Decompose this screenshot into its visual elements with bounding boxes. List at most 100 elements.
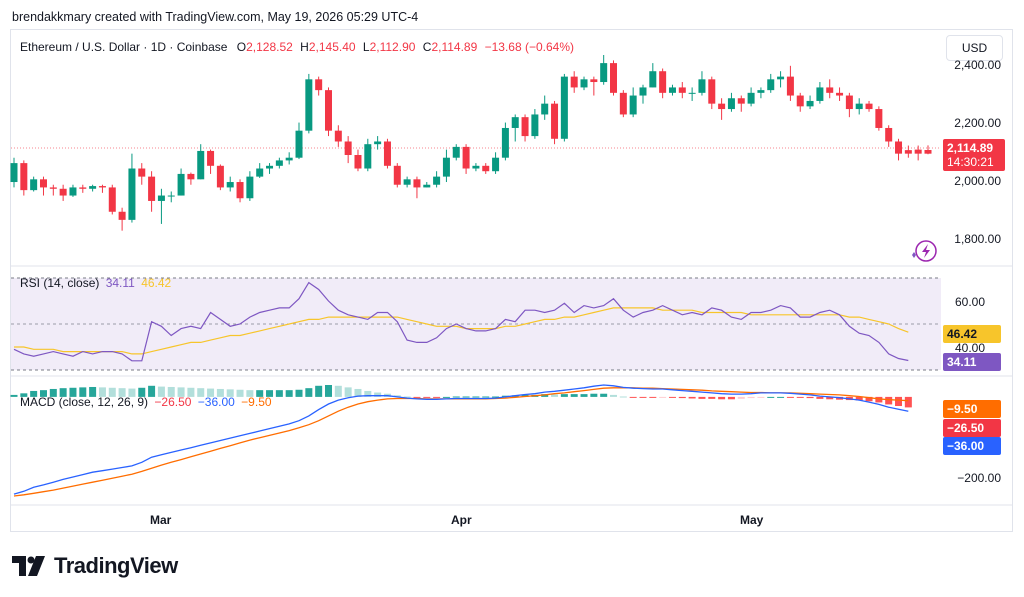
candle-body bbox=[590, 79, 598, 83]
macd-hist-bar bbox=[816, 396, 824, 399]
candle-body bbox=[275, 160, 283, 166]
macd-hist-bar bbox=[826, 396, 834, 400]
candle-body bbox=[531, 114, 539, 137]
candle-body bbox=[89, 186, 97, 189]
price-tick-label: 2,400.00 bbox=[954, 58, 1001, 72]
high-value: 2,145.40 bbox=[308, 40, 356, 54]
candle-body bbox=[148, 176, 156, 201]
close-label: C bbox=[422, 40, 432, 54]
macd-hist-bar bbox=[639, 396, 647, 398]
macd-hist-bar bbox=[737, 396, 745, 399]
macd-hist-bar bbox=[767, 396, 775, 398]
open-label: O bbox=[236, 40, 247, 54]
candle-body bbox=[501, 127, 509, 158]
rsi-tick-label: 40.00 bbox=[954, 341, 985, 355]
macd-hist-bar bbox=[747, 396, 755, 399]
candle-body bbox=[767, 79, 775, 91]
candle-body bbox=[295, 130, 303, 158]
candle-body bbox=[442, 157, 450, 177]
last-price-value: 2,114.89 bbox=[947, 141, 994, 155]
macd-hist-bar bbox=[187, 387, 195, 397]
candle-body bbox=[315, 79, 323, 91]
candle-body bbox=[157, 195, 165, 201]
macd-line bbox=[13, 384, 909, 495]
candle-body bbox=[452, 146, 460, 158]
currency-button[interactable]: USD bbox=[946, 35, 1003, 61]
candle-body bbox=[747, 92, 755, 104]
x-tick-label: Mar bbox=[150, 513, 172, 527]
macd-hist-bar bbox=[659, 396, 667, 398]
macd-hist-bar bbox=[796, 396, 804, 398]
macd-hist-bar bbox=[472, 396, 480, 398]
macd-hist-bar bbox=[344, 387, 352, 397]
macd-hist-bar bbox=[718, 396, 726, 400]
candle-body bbox=[128, 168, 136, 220]
macd-hist-bar bbox=[619, 396, 627, 398]
candle-body bbox=[236, 182, 244, 199]
macd-hist-bar bbox=[452, 396, 460, 398]
symbol-legend: Ethereum / U.S. Dollar · 1D · Coinbase O… bbox=[20, 40, 574, 54]
candle-body bbox=[30, 179, 38, 191]
candle-body bbox=[393, 165, 401, 185]
price-tick-label: 1,800.00 bbox=[954, 232, 1001, 246]
author-line: brendakkmary created with TradingView.co… bbox=[12, 10, 419, 24]
candle-body bbox=[39, 179, 47, 188]
macd-signal-value: −9.50 bbox=[241, 395, 272, 409]
macd-hist-bar bbox=[698, 396, 706, 399]
macd-hist-bar bbox=[285, 390, 293, 397]
candle-body bbox=[895, 141, 903, 154]
candle-body bbox=[698, 79, 706, 93]
candle-body bbox=[266, 165, 274, 169]
candle-body bbox=[167, 195, 175, 197]
candle-body bbox=[462, 146, 470, 169]
symbol-name: Ethereum / U.S. Dollar · 1D · Coinbase bbox=[20, 40, 228, 54]
candle-body bbox=[383, 141, 391, 166]
candle-body bbox=[197, 150, 205, 180]
close-value: 2,114.89 bbox=[431, 40, 478, 54]
candle-body bbox=[845, 95, 853, 110]
low-label: L bbox=[362, 40, 370, 54]
candle-body bbox=[885, 127, 893, 142]
candle-body bbox=[570, 76, 578, 88]
candles bbox=[10, 55, 932, 231]
macd-hist-bar bbox=[20, 393, 28, 397]
candle-body bbox=[403, 179, 411, 185]
macd-hist-bar bbox=[482, 396, 490, 398]
candle-body bbox=[49, 187, 57, 189]
candle-body bbox=[649, 71, 657, 88]
macd-hist-bar bbox=[678, 396, 686, 399]
macd-hist-bar bbox=[197, 388, 205, 397]
macd-hist-bar bbox=[551, 394, 559, 397]
macd-hist-bar bbox=[875, 396, 883, 403]
macd-name: MACD (close, 12, 26, 9) bbox=[20, 395, 149, 409]
macd-hist-bar bbox=[207, 388, 215, 397]
candle-body bbox=[639, 87, 647, 96]
macd-hist-bar bbox=[295, 389, 303, 397]
macd-hist-bar bbox=[30, 390, 38, 397]
macd-legend: MACD (close, 12, 26, 9) −26.50 −36.00 −9… bbox=[20, 395, 272, 409]
candle-body bbox=[364, 144, 372, 169]
macd-hist-bar bbox=[727, 396, 735, 400]
candle-body bbox=[659, 71, 667, 93]
macd-hist-bar bbox=[157, 386, 165, 397]
rsi-value: 34.11 bbox=[105, 276, 135, 290]
candle-body bbox=[256, 168, 264, 177]
candle-body bbox=[816, 87, 824, 101]
macd-hist-bar bbox=[39, 390, 47, 397]
open-value: 2,128.52 bbox=[246, 40, 293, 54]
candle-body bbox=[187, 173, 195, 180]
macd-hist-bar bbox=[79, 387, 87, 397]
macd-hist-bar bbox=[118, 388, 126, 397]
price-tick-label: 2,000.00 bbox=[954, 174, 1001, 188]
macd-hist-bar bbox=[610, 394, 618, 397]
macd-hist-bar bbox=[177, 387, 185, 397]
candle-body bbox=[551, 103, 559, 139]
macd-hist-bar bbox=[69, 387, 77, 397]
lightning-icon[interactable] bbox=[912, 240, 937, 262]
tradingview-logo[interactable]: TradingView bbox=[12, 553, 178, 579]
macd-hist-bar bbox=[216, 388, 224, 397]
candle-body bbox=[59, 188, 67, 196]
candle-body bbox=[629, 95, 637, 115]
macd-hist-bar bbox=[433, 396, 441, 398]
